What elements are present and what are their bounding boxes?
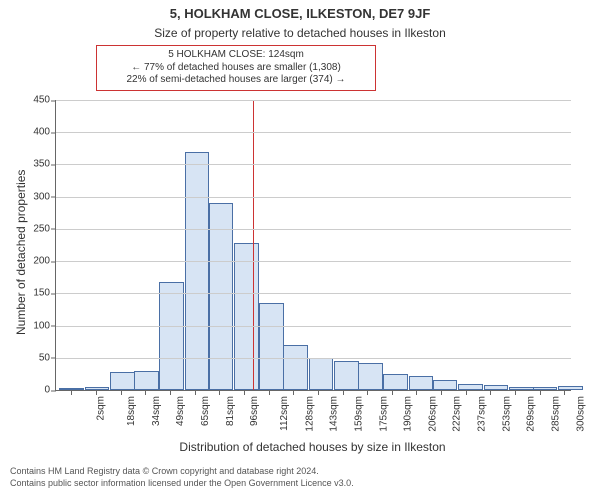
gridline bbox=[56, 132, 571, 133]
x-tick-mark bbox=[219, 390, 220, 395]
x-tick-label: 143sqm bbox=[329, 396, 340, 432]
x-tick-mark bbox=[441, 390, 442, 395]
x-axis-label: Distribution of detached houses by size … bbox=[55, 440, 570, 454]
x-tick-mark bbox=[540, 390, 541, 395]
footer-line-1: Contains HM Land Registry data © Crown c… bbox=[10, 466, 354, 478]
gridline bbox=[56, 358, 571, 359]
histogram-bar bbox=[533, 387, 558, 390]
chart-plot-area: 5 HOLKHAM CLOSE: 124sqm ← 77% of detache… bbox=[55, 100, 571, 391]
gridline bbox=[56, 293, 571, 294]
y-tick-label: 450 bbox=[33, 95, 56, 106]
x-tick-label: 206sqm bbox=[427, 396, 438, 432]
gridline bbox=[56, 100, 571, 101]
histogram-bar bbox=[558, 386, 583, 391]
x-tick-mark bbox=[145, 390, 146, 395]
x-tick-label: 18sqm bbox=[126, 396, 137, 426]
histogram-bar bbox=[209, 203, 234, 390]
histogram-bar bbox=[433, 380, 458, 390]
bars-layer bbox=[56, 100, 571, 390]
x-tick-label: 128sqm bbox=[304, 396, 315, 432]
x-tick-mark bbox=[515, 390, 516, 395]
x-tick-label: 175sqm bbox=[378, 396, 389, 432]
y-axis-label: Number of detached properties bbox=[14, 170, 28, 335]
gridline bbox=[56, 197, 571, 198]
histogram-bar bbox=[383, 374, 408, 390]
page-title: 5, HOLKHAM CLOSE, ILKESTON, DE7 9JF bbox=[0, 6, 600, 21]
histogram-bar bbox=[309, 358, 334, 390]
x-tick-mark bbox=[318, 390, 319, 395]
y-tick-label: 0 bbox=[44, 385, 56, 396]
x-tick-mark bbox=[244, 390, 245, 395]
gridline bbox=[56, 326, 571, 327]
histogram-bar bbox=[409, 376, 434, 390]
y-tick-label: 250 bbox=[33, 223, 56, 234]
histogram-bar bbox=[234, 243, 259, 390]
x-tick-label: 112sqm bbox=[279, 396, 290, 431]
annotation-box: 5 HOLKHAM CLOSE: 124sqm ← 77% of detache… bbox=[96, 45, 376, 91]
y-tick-label: 300 bbox=[33, 191, 56, 202]
histogram-bar bbox=[458, 384, 483, 390]
histogram-bar bbox=[358, 363, 383, 390]
x-tick-label: 81sqm bbox=[225, 396, 236, 426]
histogram-bar bbox=[134, 371, 159, 390]
footer-line-2: Contains public sector information licen… bbox=[10, 478, 354, 490]
histogram-bar bbox=[484, 385, 509, 390]
histogram-bar bbox=[110, 372, 135, 390]
x-tick-mark bbox=[71, 390, 72, 395]
histogram-bar bbox=[159, 282, 184, 390]
x-tick-mark bbox=[367, 390, 368, 395]
y-tick-label: 200 bbox=[33, 256, 56, 267]
x-tick-mark bbox=[170, 390, 171, 395]
x-tick-mark bbox=[293, 390, 294, 395]
x-tick-label: 34sqm bbox=[151, 396, 162, 426]
x-tick-mark bbox=[121, 390, 122, 395]
y-tick-label: 400 bbox=[33, 127, 56, 138]
gridline bbox=[56, 261, 571, 262]
gridline bbox=[56, 164, 571, 165]
x-tick-label: 49sqm bbox=[175, 396, 186, 426]
x-tick-label: 237sqm bbox=[477, 396, 488, 432]
x-tick-mark bbox=[96, 390, 97, 395]
x-tick-mark bbox=[392, 390, 393, 395]
page-subtitle: Size of property relative to detached ho… bbox=[0, 26, 600, 40]
y-tick-label: 50 bbox=[39, 352, 56, 363]
attribution-footer: Contains HM Land Registry data © Crown c… bbox=[10, 466, 354, 489]
x-tick-mark bbox=[195, 390, 196, 395]
histogram-bar bbox=[283, 345, 308, 390]
x-tick-mark bbox=[269, 390, 270, 395]
x-tick-mark bbox=[343, 390, 344, 395]
y-tick-label: 350 bbox=[33, 159, 56, 170]
x-tick-label: 300sqm bbox=[575, 396, 586, 432]
x-tick-label: 285sqm bbox=[551, 396, 562, 432]
x-tick-mark bbox=[564, 390, 565, 395]
y-tick-label: 150 bbox=[33, 288, 56, 299]
histogram-bar bbox=[185, 152, 210, 390]
x-tick-label: 253sqm bbox=[501, 396, 512, 432]
reference-line bbox=[253, 100, 254, 390]
gridline bbox=[56, 229, 571, 230]
histogram-bar bbox=[334, 361, 359, 390]
annotation-line-3: 22% of semi-detached houses are larger (… bbox=[103, 74, 369, 87]
x-tick-label: 96sqm bbox=[249, 396, 260, 426]
x-tick-label: 159sqm bbox=[353, 396, 364, 432]
x-tick-label: 222sqm bbox=[452, 396, 463, 432]
annotation-line-1: 5 HOLKHAM CLOSE: 124sqm bbox=[103, 49, 369, 62]
x-tick-mark bbox=[490, 390, 491, 395]
x-tick-label: 65sqm bbox=[200, 396, 211, 426]
x-tick-label: 190sqm bbox=[403, 396, 414, 432]
x-tick-label: 269sqm bbox=[526, 396, 537, 432]
histogram-bar bbox=[509, 387, 534, 390]
x-tick-mark bbox=[416, 390, 417, 395]
y-tick-label: 100 bbox=[33, 320, 56, 331]
x-tick-label: 2sqm bbox=[96, 396, 107, 420]
histogram-bar bbox=[259, 303, 284, 390]
x-tick-mark bbox=[466, 390, 467, 395]
annotation-line-2: ← 77% of detached houses are smaller (1,… bbox=[103, 62, 369, 75]
